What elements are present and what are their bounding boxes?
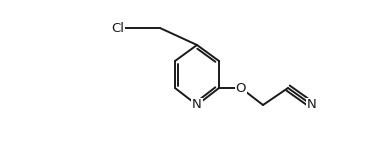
Text: O: O xyxy=(236,82,246,95)
Text: N: N xyxy=(192,99,202,112)
Text: N: N xyxy=(307,99,317,112)
Text: Cl: Cl xyxy=(112,21,124,34)
